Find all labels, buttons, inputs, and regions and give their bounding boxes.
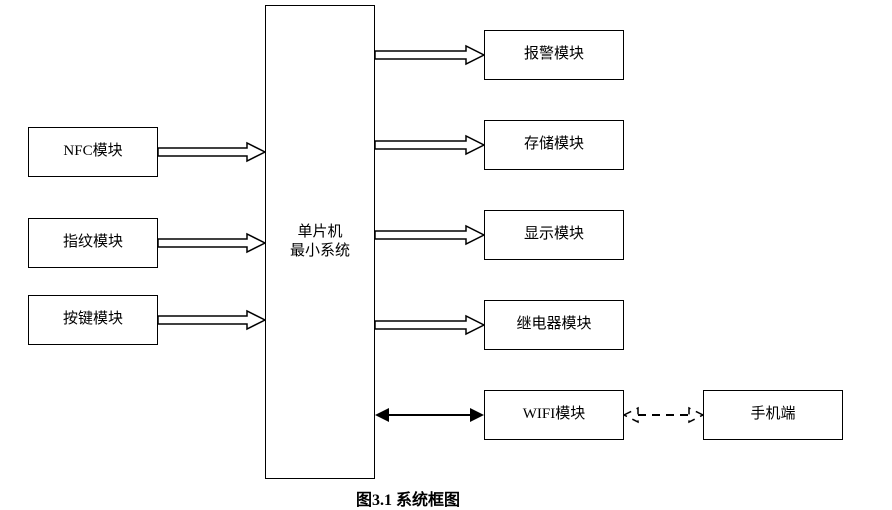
node-label: 单片机 最小系统 bbox=[290, 223, 350, 262]
node-label: 继电器模块 bbox=[516, 315, 591, 335]
node-label: 手机端 bbox=[750, 405, 795, 425]
node-label: 按键模块 bbox=[63, 310, 123, 330]
node-label: 报警模块 bbox=[524, 45, 584, 65]
node-label: WIFI模块 bbox=[523, 405, 586, 425]
node-alarm: 报警模块 bbox=[484, 30, 624, 80]
node-label: 存储模块 bbox=[524, 135, 584, 155]
node-phone: 手机端 bbox=[703, 390, 843, 440]
node-mcu: 单片机 最小系统 bbox=[265, 5, 375, 479]
node-storage: 存储模块 bbox=[484, 120, 624, 170]
node-label: 显示模块 bbox=[524, 225, 584, 245]
node-key: 按键模块 bbox=[28, 295, 158, 345]
diagram-canvas: NFC模块 指纹模块 按键模块 单片机 最小系统 报警模块 存储模块 显示模块 … bbox=[0, 0, 892, 510]
node-nfc: NFC模块 bbox=[28, 127, 158, 177]
node-label: 指纹模块 bbox=[63, 233, 123, 253]
caption-text: 图3.1 系统框图 bbox=[356, 492, 460, 509]
node-label: NFC模块 bbox=[63, 142, 122, 162]
node-relay: 继电器模块 bbox=[484, 300, 624, 350]
node-wifi: WIFI模块 bbox=[484, 390, 624, 440]
node-finger: 指纹模块 bbox=[28, 218, 158, 268]
figure-caption: 图3.1 系统框图 bbox=[356, 486, 460, 510]
node-display: 显示模块 bbox=[484, 210, 624, 260]
